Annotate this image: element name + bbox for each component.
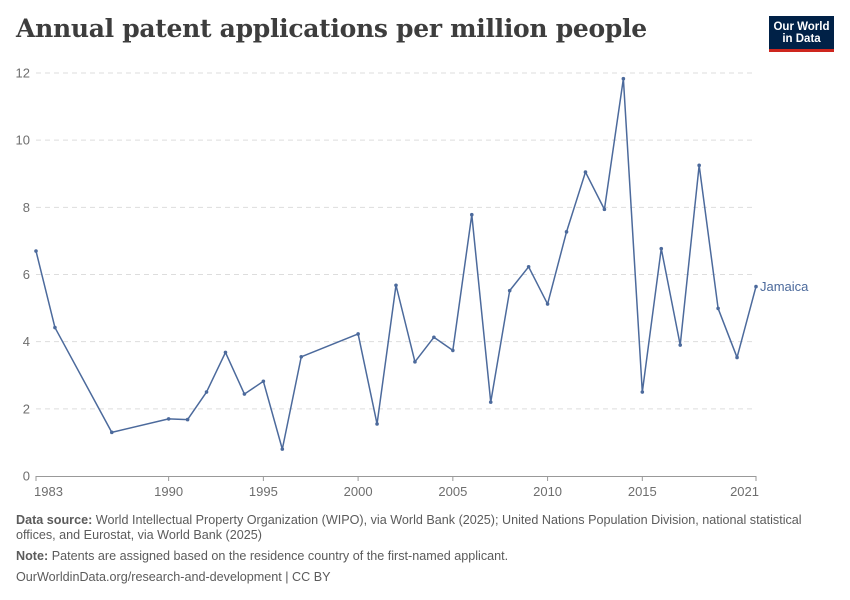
data-source-text: World Intellectual Property Organization… [16,513,802,542]
axes: 0 2 4 6 8 10 12 1983 1990 1995 2000 2005 2010 2015 202… [16,66,759,500]
series: Jamaica [34,76,809,451]
data-point [299,354,304,359]
x-tick-label: 1990 [154,484,183,499]
data-point [602,207,607,212]
note-label: Note: [16,549,49,563]
data-source: Data source: World Intellectual Property… [16,513,836,543]
data-point [242,392,247,396]
data-source-label: Data source: [16,513,93,527]
note-text: Patents are assigned based on the reside… [51,549,509,563]
data-point [640,390,645,394]
data-point [716,306,720,311]
x-tick-label: 2000 [344,484,373,499]
data-point [109,430,114,435]
data-point [545,302,550,306]
y-tick-label: 8 [23,200,30,215]
x-tick-label: 1983 [34,484,63,499]
note: Note: Patents are assigned based on the … [16,549,508,564]
data-point [204,390,209,394]
x-tick-label: 2010 [533,484,562,499]
line-chart: 0 2 4 6 8 10 12 1983 1990 1995 2000 2005 2010 2015 202… [16,66,810,500]
data-point [432,335,436,340]
data-point [223,350,228,355]
x-tick-label: 2005 [438,484,467,499]
data-point [583,170,588,174]
x-tick-label: 2015 [628,484,657,499]
owid-logo[interactable]: Our World in Data [769,16,834,52]
data-point [53,325,57,330]
data-point [185,417,190,422]
gridlines [36,72,756,410]
series-line-jamaica [35,77,757,450]
data-point [166,417,171,421]
data-point [469,212,474,217]
data-point [375,422,379,426]
data-point [507,288,512,293]
data-point [526,264,531,269]
data-point [678,343,683,347]
data-point [280,447,285,451]
data-point [621,76,626,81]
x-tick-label: 2021 [730,484,759,499]
data-point [659,246,664,251]
data-point [488,400,493,404]
logo-line-2: in Data [782,33,821,45]
y-tick-label: 10 [16,133,30,148]
data-point [697,163,701,168]
data-point [451,348,455,353]
y-tick-label: 12 [16,66,30,81]
y-tick-label: 4 [23,334,30,349]
y-tick-label: 6 [23,267,30,282]
data-point [754,284,758,289]
data-point [34,249,38,253]
logo-line-1: Our World [773,21,830,33]
chart-title: Annual patent applications per million p… [16,14,647,43]
data-point [735,355,739,360]
credit-link[interactable]: OurWorldinData.org/research-and-developm… [16,570,331,584]
data-point [356,332,360,336]
data-point [394,283,398,288]
series-label: Jamaica [760,279,809,294]
y-tick-label: 2 [23,401,30,416]
data-point [413,360,417,364]
data-point [261,379,266,384]
y-tick-label: 0 [23,469,30,484]
x-tick-label: 1995 [249,484,278,499]
data-point [564,230,569,234]
